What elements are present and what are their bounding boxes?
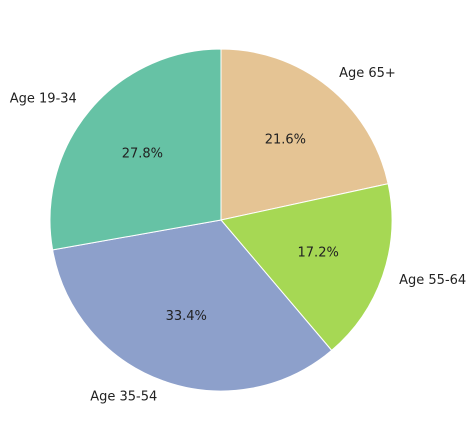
slice-label: Age 55-64	[399, 273, 466, 288]
pie-slice	[49, 48, 222, 251]
pie-slice	[220, 48, 389, 221]
percent-label: 21.6%	[265, 133, 306, 148]
percent-label: 27.8%	[122, 147, 163, 162]
pie-slice	[52, 219, 333, 392]
pie-slice	[220, 183, 393, 352]
percent-label: 33.4%	[166, 309, 207, 324]
slice-label: Age 19-34	[10, 92, 77, 107]
slice-label: Age 65+	[339, 66, 396, 81]
percent-label: 17.2%	[298, 245, 339, 260]
slice-label: Age 35-54	[90, 389, 157, 404]
